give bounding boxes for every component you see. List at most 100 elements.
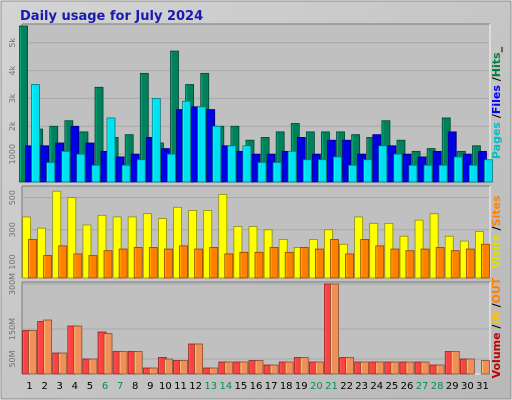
right-axis-label-part-volume-1: / — [490, 324, 503, 333]
bar-hits-pages-day-3 — [61, 150, 71, 183]
bar-hits-pages-day-1 — [31, 84, 40, 183]
x-axis-day-labels: 1 2 3 4 5 6 7 8 9 10 11 12 13 14 15 16 17 18 19 20 21 22 23 24 2… — [26, 381, 488, 392]
bar-volume-out-day-5 — [88, 358, 98, 375]
bar-hits-pages-day-11 — [182, 100, 191, 183]
bar-hits-pages-day-27 — [423, 164, 433, 183]
bar-volume-out-day-20 — [314, 361, 324, 375]
x-tick-label-day-14: 14 — [219, 381, 232, 392]
x-tick-label-day-21: 21 — [325, 381, 338, 392]
y-tick-label-hits-1: 2k — [8, 121, 17, 131]
bar-hits-pages-day-12 — [197, 106, 207, 183]
bar-volume-out-day-3 — [58, 352, 68, 375]
bar-volume-out-day-7 — [118, 351, 128, 375]
x-tick-label-day-22: 22 — [340, 381, 353, 392]
x-tick-label-day-25: 25 — [386, 381, 399, 392]
bar-hits-files-day-5 — [85, 142, 95, 183]
bar-visits-visits-day-9 — [142, 213, 152, 279]
x-tick-label-day-19: 19 — [295, 381, 308, 392]
bar-volume-out-day-16 — [254, 360, 264, 375]
x-tick-label-day-2: 2 — [41, 381, 47, 392]
bar-visits-visits-day-13 — [203, 210, 213, 279]
x-tick-label-day-31: 31 — [476, 381, 489, 392]
x-tick-label-day-29: 29 — [446, 381, 459, 392]
right-axis-label-part-hits-0: Pages — [490, 122, 503, 160]
x-tick-label-day-4: 4 — [72, 381, 78, 392]
x-tick-label-day-26: 26 — [401, 381, 414, 392]
bar-visits-sites-day-5 — [88, 255, 98, 279]
y-tick-label-hits-4: 5k — [8, 37, 17, 47]
bar-visits-visits-day-28 — [429, 213, 439, 279]
bar-visits-sites-day-3 — [58, 245, 68, 279]
bar-volume-out-day-10 — [164, 358, 173, 375]
bar-visits-sites-day-4 — [73, 253, 83, 279]
bar-visits-sites-day-18 — [284, 251, 294, 279]
bar-hits-pages-day-21 — [333, 156, 342, 183]
x-tick-label-day-15: 15 — [235, 381, 248, 392]
x-tick-label-day-13: 13 — [204, 381, 217, 392]
bar-volume-out-day-12 — [194, 343, 204, 375]
bar-volume-out-day-25 — [390, 361, 400, 375]
bar-visits-sites-day-11 — [179, 245, 188, 279]
x-tick-label-day-6: 6 — [102, 381, 108, 392]
x-tick-label-day-30: 30 — [461, 381, 474, 392]
x-tick-label-day-18: 18 — [280, 381, 293, 392]
bar-visits-sites-day-14 — [224, 253, 234, 279]
right-axis-label-part-hits-5: _ — [490, 46, 503, 52]
x-tick-label-day-11: 11 — [174, 381, 187, 392]
chart-title: Daily usage for July 2024 — [20, 9, 203, 24]
bar-volume-out-day-14 — [224, 361, 234, 375]
bar-hits-pages-day-31 — [484, 159, 493, 183]
right-axis-label-part-visits-0: Visits — [490, 234, 503, 269]
bar-hits-pages-day-14 — [227, 145, 237, 183]
right-axis-label-part-hits-2: Files — [490, 85, 503, 115]
right-axis-label-part-visits-2: Sites — [490, 195, 503, 226]
bar-volume-out-day-21 — [330, 283, 339, 375]
bar-hits-pages-day-6 — [106, 117, 116, 183]
bar-visits-sites-day-28 — [435, 247, 445, 279]
right-axis-label-part-volume-4: OUT — [490, 277, 503, 303]
bar-volume-out-day-8 — [133, 351, 143, 375]
bar-hits-pages-day-18 — [287, 150, 297, 183]
right-axis-label-part-hits-3: / — [490, 76, 503, 85]
bar-hits-pages-day-25 — [393, 153, 403, 183]
bar-hits-pages-day-9 — [151, 98, 161, 183]
bar-hits-pages-day-2 — [46, 162, 56, 183]
bar-visits-sites-day-10 — [164, 248, 173, 279]
bar-volume-out-day-11 — [179, 360, 188, 375]
bar-hits-hits-day-1 — [19, 25, 28, 183]
bar-volume-out-day-19 — [299, 357, 309, 375]
bar-hits-pages-day-4 — [76, 153, 86, 183]
bar-visits-sites-day-26 — [405, 250, 415, 279]
y-tick-label-volume-1: 150M — [8, 318, 17, 340]
bar-visits-sites-day-16 — [254, 251, 264, 279]
x-tick-label-day-5: 5 — [87, 381, 93, 392]
bar-visits-sites-day-17 — [269, 247, 279, 279]
bar-hits-pages-day-22 — [348, 164, 357, 183]
right-axis-label-part-volume-0: Volume — [490, 332, 503, 378]
bar-volume-out-day-18 — [284, 361, 294, 375]
bar-visits-visits-day-5 — [82, 224, 92, 279]
bar-visits-visits-day-14 — [218, 194, 228, 279]
bar-volume-out-day-28 — [435, 364, 445, 375]
bar-visits-sites-day-19 — [299, 247, 309, 279]
x-tick-label-day-16: 16 — [250, 381, 263, 392]
x-tick-label-day-27: 27 — [416, 381, 429, 392]
bar-visits-visits-day-3 — [52, 190, 62, 279]
bar-volume-out-day-9 — [148, 367, 158, 375]
bar-hits-pages-day-26 — [408, 164, 418, 183]
right-axis-label-volume: Volume /IN /OUT — [490, 277, 503, 378]
bar-visits-visits-day-2 — [37, 227, 47, 279]
bar-hits-pages-day-16 — [257, 162, 267, 183]
bar-visits-sites-day-13 — [209, 247, 219, 279]
bar-volume-out-day-26 — [405, 361, 415, 375]
x-tick-label-day-7: 7 — [117, 381, 123, 392]
bar-volume-out-day-31 — [481, 360, 490, 375]
bar-visits-sites-day-6 — [103, 250, 113, 279]
bar-hits-pages-day-13 — [212, 125, 222, 183]
y-tick-label-visits-1: 300 — [8, 222, 17, 237]
bar-hits-pages-day-29 — [453, 156, 463, 183]
x-tick-label-day-20: 20 — [310, 381, 323, 392]
